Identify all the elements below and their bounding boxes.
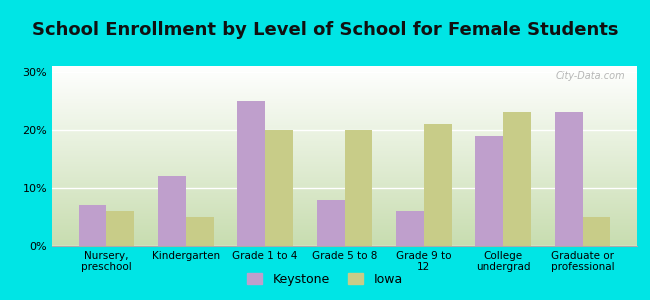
Bar [344,130,372,246]
Bar [475,136,503,246]
Bar [237,101,265,246]
Bar [265,130,293,246]
Text: City-Data.com: City-Data.com [556,71,625,81]
Bar [503,112,531,246]
Bar [396,211,424,246]
Bar [79,206,107,246]
Bar [582,217,610,246]
Bar [317,200,345,246]
Legend: Keystone, Iowa: Keystone, Iowa [242,268,408,291]
Bar [555,112,582,246]
Bar [424,124,452,246]
Bar [158,176,186,246]
Text: School Enrollment by Level of School for Female Students: School Enrollment by Level of School for… [32,21,618,39]
Bar [186,217,214,246]
Bar [107,211,134,246]
